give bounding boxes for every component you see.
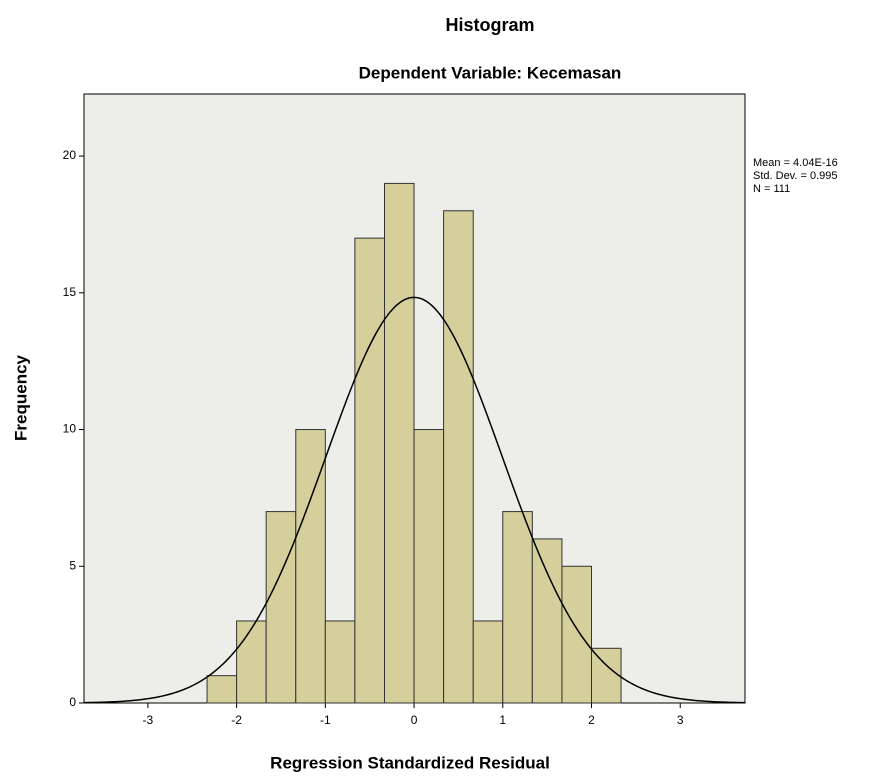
y-tick-label: 20 [63, 148, 77, 162]
x-tick-label: 0 [411, 713, 418, 727]
x-tick-label: 3 [677, 713, 684, 727]
y-tick-label: 0 [69, 695, 76, 709]
x-tick-label: -2 [231, 713, 242, 727]
y-tick-label: 5 [69, 558, 76, 572]
bar [324, 620, 356, 704]
x-tick-label: 2 [588, 713, 595, 727]
stat-label: N = 111 [753, 183, 790, 195]
bar [561, 565, 593, 704]
y-tick-label: 10 [63, 422, 77, 436]
bar [354, 237, 386, 704]
stat-label: Std. Dev. = 0.995 [753, 170, 838, 182]
x-tick-label: -3 [143, 713, 154, 727]
bar [206, 675, 238, 704]
x-axis-label: Regression Standardized Residual [270, 753, 550, 772]
chart-title: Histogram [445, 15, 534, 35]
y-tick-label: 15 [63, 285, 77, 299]
x-tick-label: 1 [499, 713, 506, 727]
bar [591, 647, 622, 704]
bar [236, 620, 267, 704]
normal-curve [83, 296, 746, 704]
bar [384, 182, 415, 704]
chart-subtitle: Dependent Variable: Kecemasan [359, 63, 622, 82]
bar [502, 511, 533, 704]
bar [472, 620, 504, 704]
bar [443, 210, 474, 704]
bar [413, 429, 445, 704]
bar [531, 538, 563, 704]
bar [265, 511, 297, 704]
x-tick-label: -1 [320, 713, 331, 727]
y-axis-label: Frequency [11, 354, 30, 441]
bar [295, 429, 326, 704]
stat-label: Mean = 4.04E-16 [753, 157, 838, 169]
